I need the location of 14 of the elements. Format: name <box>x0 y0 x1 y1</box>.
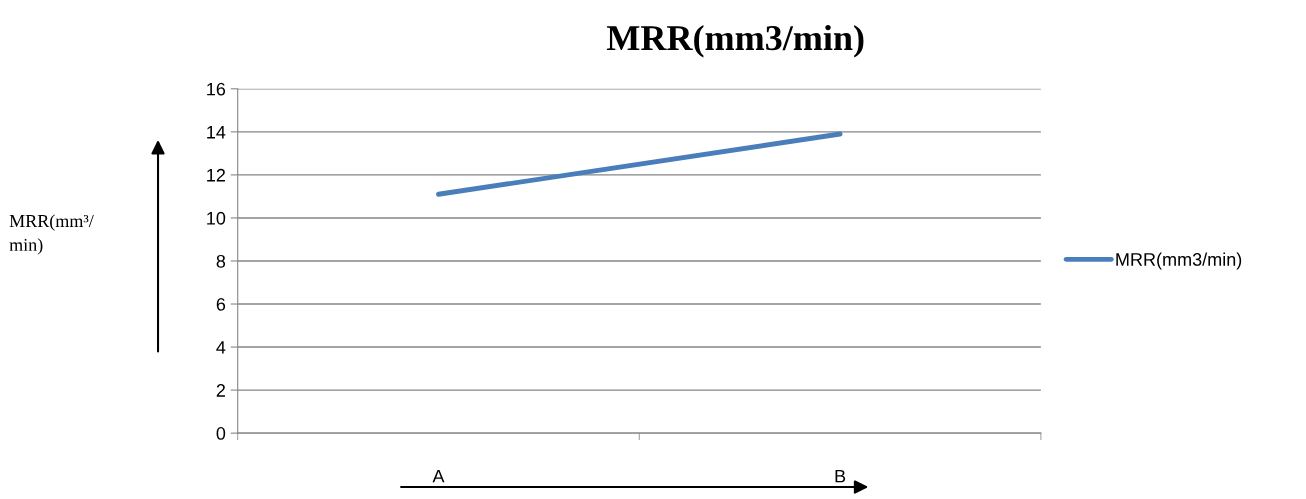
chart-title: MRR(mm3/min) <box>606 24 864 58</box>
x-tick-label: B <box>835 469 846 483</box>
x-tick-label: A <box>432 469 445 483</box>
y-tick-label: 14 <box>207 125 226 139</box>
legend-label: MRR(mm3/min) <box>1116 252 1242 270</box>
y-tick-label: 6 <box>216 297 226 311</box>
y-tick-label: 8 <box>216 254 226 268</box>
y-tick-label: 0 <box>216 427 226 440</box>
y-tick-label: 4 <box>216 341 226 354</box>
y-tick-label: 12 <box>207 168 225 182</box>
y-tick-label: 2 <box>216 384 225 397</box>
text: MRR(mm³/ min) <box>9 214 94 255</box>
y-tick-label: 16 <box>207 82 226 96</box>
y-tick-label: 10 <box>207 211 226 225</box>
